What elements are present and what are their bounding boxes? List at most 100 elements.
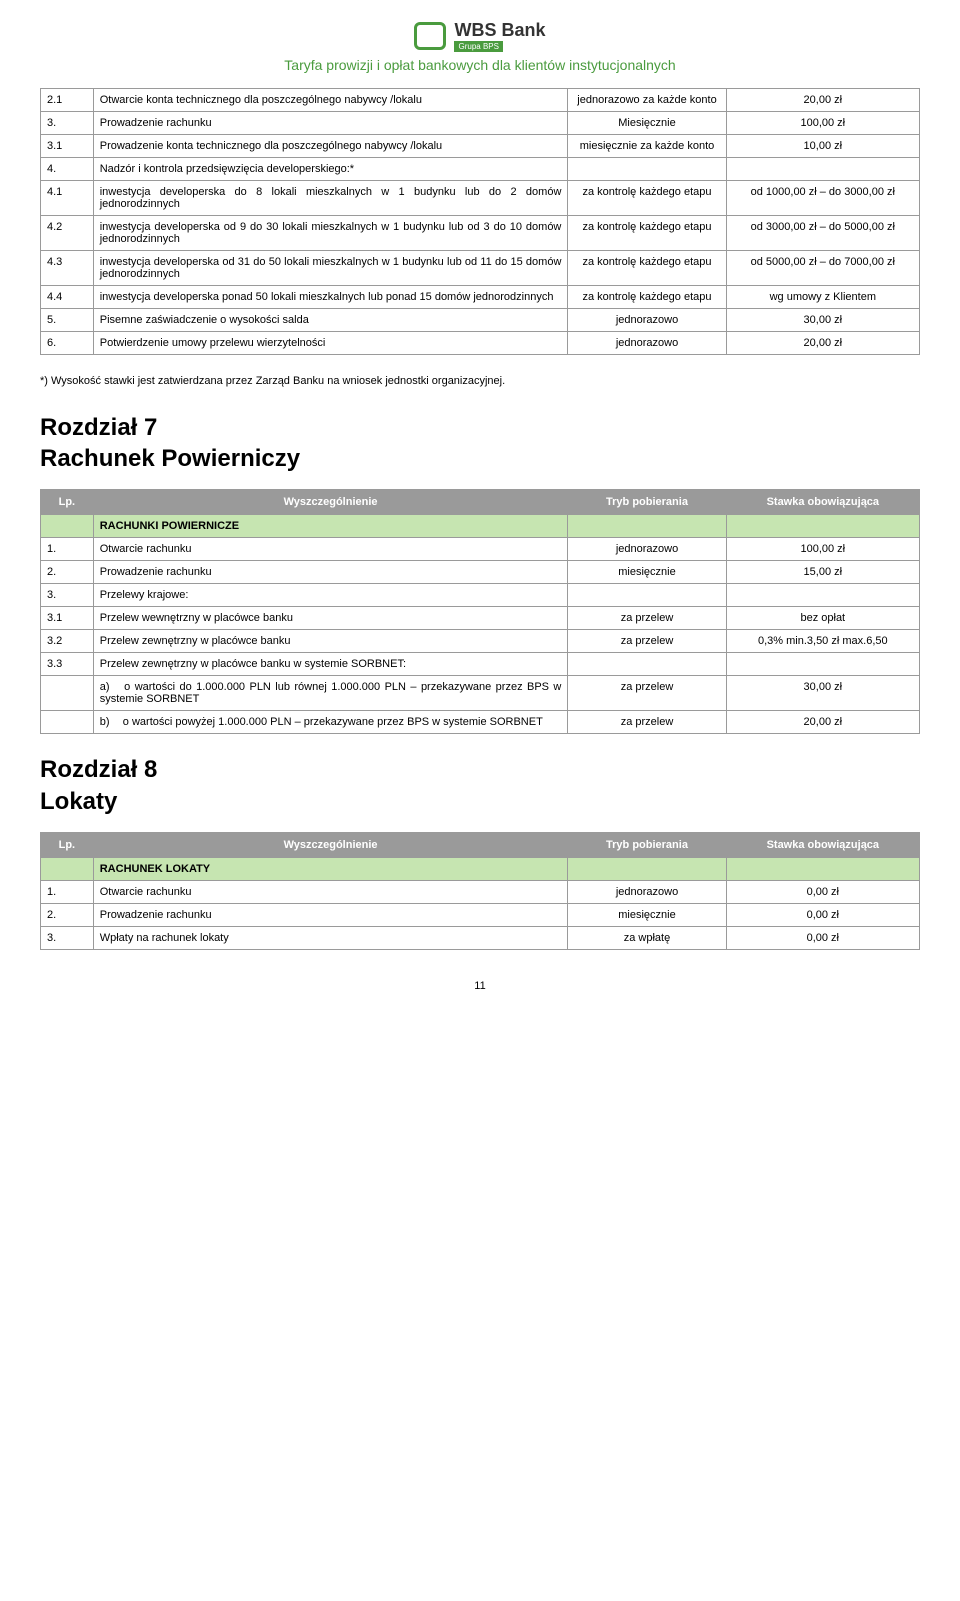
cell-desc: Prowadzenie rachunku [93, 112, 568, 135]
cell-num: 3. [41, 112, 94, 135]
chapter7-title: Rozdział 7 Rachunek Powierniczy [40, 412, 920, 474]
cell-tryb: jednorazowo [568, 332, 726, 355]
table-header-row: Lp. Wyszczególnienie Tryb pobierania Sta… [41, 832, 920, 857]
chapter8-line1: Rozdział 8 [40, 756, 157, 783]
table-row: 4.4inwestycja developerska ponad 50 loka… [41, 286, 920, 309]
cell-stawka: 0,00 zł [726, 903, 919, 926]
cell-num: 4.3 [41, 251, 94, 286]
table-row: 4.3inwestycja developerska od 31 do 50 l… [41, 251, 920, 286]
table-row: 1.Otwarcie rachunkujednorazowo0,00 zł [41, 880, 920, 903]
tariff-title: Taryfa prowizji i opłat bankowych dla kl… [40, 57, 920, 73]
cell-stawka: 15,00 zł [726, 561, 919, 584]
cell-desc: inwestycja developerska od 9 do 30 lokal… [93, 216, 568, 251]
chapter8-line2: Lokaty [40, 788, 117, 815]
cell-desc: b) o wartości powyżej 1.000.000 PLN – pr… [93, 711, 568, 734]
cell-desc: Potwierdzenie umowy przelewu wierzytelno… [93, 332, 568, 355]
logo-text: WBS Bank Grupa BPS [454, 20, 545, 52]
cell-stawka: od 5000,00 zł – do 7000,00 zł [726, 251, 919, 286]
cell-tryb: za kontrolę każdego etapu [568, 181, 726, 216]
section-label: RACHUNEK LOKATY [93, 857, 568, 880]
cell-num: 2. [41, 903, 94, 926]
col-tryb: Tryb pobierania [568, 832, 726, 857]
table-row: 2.Prowadzenie rachunkumiesięcznie0,00 zł [41, 903, 920, 926]
cell-stawka: 0,00 zł [726, 926, 919, 949]
cell-tryb [568, 584, 726, 607]
cell-stawka: 20,00 zł [726, 332, 919, 355]
cell-tryb: za przelew [568, 607, 726, 630]
cell-tryb: za wpłatę [568, 926, 726, 949]
table-chapter7: Lp. Wyszczególnienie Tryb pobierania Sta… [40, 489, 920, 734]
cell-tryb: jednorazowo [568, 538, 726, 561]
cell-desc: a) o wartości do 1.000.000 PLN lub równe… [93, 676, 568, 711]
cell-tryb: za kontrolę każdego etapu [568, 286, 726, 309]
logo-icon [414, 22, 446, 50]
cell-desc: Przelewy krajowe: [93, 584, 568, 607]
page-number: 11 [40, 980, 920, 992]
cell-tryb: za kontrolę każdego etapu [568, 216, 726, 251]
cell-desc: Nadzór i kontrola przedsięwzięcia develo… [93, 158, 568, 181]
cell-stawka: wg umowy z Klientem [726, 286, 919, 309]
cell-desc: Przelew zewnętrzny w placówce banku [93, 630, 568, 653]
cell-stawka: 10,00 zł [726, 135, 919, 158]
chapter8-title: Rozdział 8 Lokaty [40, 754, 920, 816]
cell-tryb: miesięcznie [568, 561, 726, 584]
col-wysz: Wyszczególnienie [93, 832, 568, 857]
col-lp: Lp. [41, 490, 94, 515]
cell-desc: inwestycja developerska ponad 50 lokali … [93, 286, 568, 309]
table-row: 6.Potwierdzenie umowy przelewu wierzytel… [41, 332, 920, 355]
cell-tryb: Miesięcznie [568, 112, 726, 135]
cell-stawka: od 3000,00 zł – do 5000,00 zł [726, 216, 919, 251]
table-row: 3.Wpłaty na rachunek lokatyza wpłatę0,00… [41, 926, 920, 949]
cell-stawka [726, 158, 919, 181]
cell-desc: Wpłaty na rachunek lokaty [93, 926, 568, 949]
cell-tryb [568, 653, 726, 676]
table-row: 2.Prowadzenie rachunkumiesięcznie15,00 z… [41, 561, 920, 584]
cell-num: 2. [41, 561, 94, 584]
cell-num: 1. [41, 880, 94, 903]
cell-desc: Przelew wewnętrzny w placówce banku [93, 607, 568, 630]
col-stawka: Stawka obowiązująca [726, 832, 919, 857]
cell-tryb: za przelew [568, 630, 726, 653]
cell-tryb: miesięcznie [568, 903, 726, 926]
cell-stawka [726, 653, 919, 676]
cell-desc: Pisemne zaświadczenie o wysokości salda [93, 309, 568, 332]
table-row: 3.3Przelew zewnętrzny w placówce banku w… [41, 653, 920, 676]
table-row: 5.Pisemne zaświadczenie o wysokości sald… [41, 309, 920, 332]
cell-num: 3.1 [41, 607, 94, 630]
cell-stawka: bez opłat [726, 607, 919, 630]
logo-row: WBS Bank Grupa BPS [40, 20, 920, 52]
cell-empty [41, 711, 94, 734]
cell-num: 4.1 [41, 181, 94, 216]
cell-desc: Otwarcie rachunku [93, 538, 568, 561]
col-wysz: Wyszczególnienie [93, 490, 568, 515]
table-row: 2.1Otwarcie konta technicznego dla poszc… [41, 89, 920, 112]
table-header-row: Lp. Wyszczególnienie Tryb pobierania Sta… [41, 490, 920, 515]
cell-stawka [726, 584, 919, 607]
cell-stawka: 0,3% min.3,50 zł max.6,50 [726, 630, 919, 653]
grupa-bps: Grupa BPS [454, 41, 502, 52]
section-label: RACHUNKI POWIERNICZE [93, 515, 568, 538]
cell-desc: Prowadzenie rachunku [93, 561, 568, 584]
cell-stawka: 0,00 zł [726, 880, 919, 903]
table-row: 3.Przelewy krajowe: [41, 584, 920, 607]
cell-stawka: 30,00 zł [726, 309, 919, 332]
cell-stawka: 20,00 zł [726, 711, 919, 734]
table-row: 3.1Prowadzenie konta technicznego dla po… [41, 135, 920, 158]
cell-num: 3.3 [41, 653, 94, 676]
cell-desc: inwestycja developerska do 8 lokali mies… [93, 181, 568, 216]
table-row: 4.Nadzór i kontrola przedsięwzięcia deve… [41, 158, 920, 181]
cell-num: 6. [41, 332, 94, 355]
cell-stawka: 30,00 zł [726, 676, 919, 711]
cell-num: 4.2 [41, 216, 94, 251]
cell-tryb [568, 158, 726, 181]
cell-tryb: za kontrolę każdego etapu [568, 251, 726, 286]
cell-stawka: od 1000,00 zł – do 3000,00 zł [726, 181, 919, 216]
cell-desc: Prowadzenie rachunku [93, 903, 568, 926]
cell-desc: Otwarcie konta technicznego dla poszczeg… [93, 89, 568, 112]
page-header: WBS Bank Grupa BPS Taryfa prowizji i opł… [40, 20, 920, 73]
cell-num: 4. [41, 158, 94, 181]
table-row: 1.Otwarcie rachunkujednorazowo100,00 zł [41, 538, 920, 561]
cell-desc: Otwarcie rachunku [93, 880, 568, 903]
cell-tryb: za przelew [568, 711, 726, 734]
cell-desc: Prowadzenie konta technicznego dla poszc… [93, 135, 568, 158]
